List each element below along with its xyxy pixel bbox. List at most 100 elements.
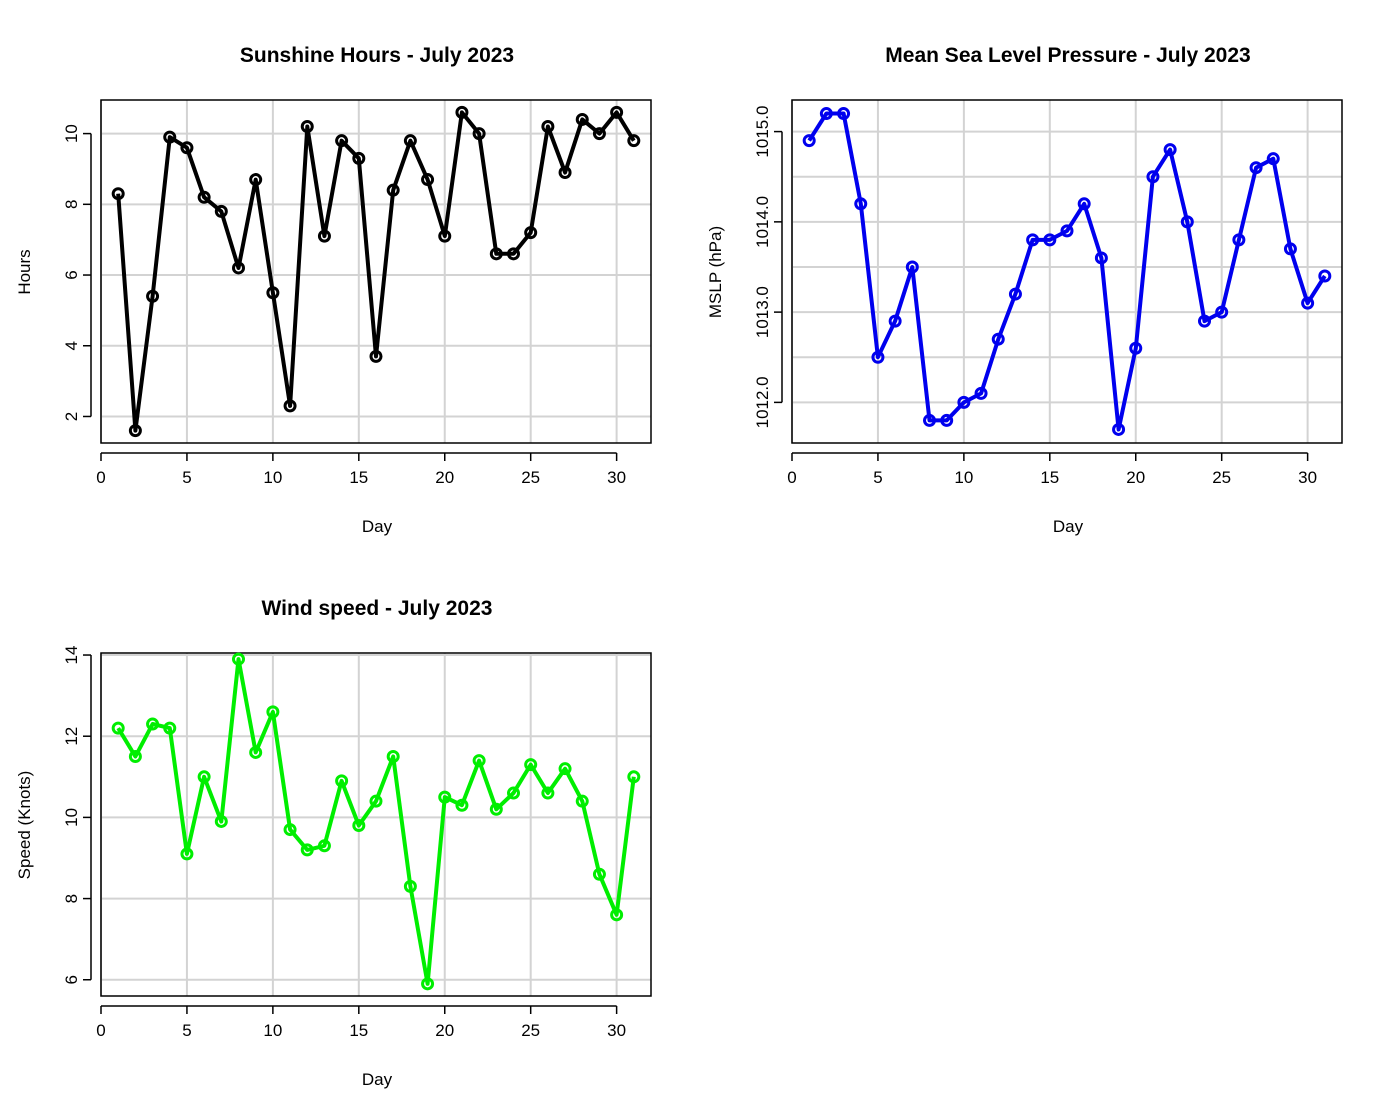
x-tick-label: 30	[607, 468, 626, 487]
x-tick-label: 5	[873, 468, 882, 487]
x-tick-label: 20	[435, 468, 454, 487]
data-points	[111, 105, 641, 438]
y-tick-label: 14	[62, 646, 81, 665]
data-point	[300, 843, 314, 857]
y-tick-label: 4	[62, 341, 81, 350]
data-point	[163, 130, 177, 144]
data-point	[1043, 233, 1057, 247]
data-point	[111, 187, 125, 201]
mslp-chart: Mean Sea Level Pressure - July 2023 Day …	[706, 44, 1343, 536]
x-tick-label: 10	[263, 1021, 282, 1040]
plot-frame	[100, 99, 652, 444]
x-tick-label: 0	[787, 468, 796, 487]
series-polyline	[116, 657, 636, 986]
axes: 0 5 10 15 20 25 30 6 8 10 12 14	[62, 646, 652, 1040]
data-point	[146, 289, 160, 303]
data-point	[541, 786, 555, 800]
y-tick-label: 6	[62, 975, 81, 984]
data-point	[283, 823, 297, 837]
data-point	[386, 183, 400, 197]
data-point	[232, 652, 245, 666]
y-tick-label: 1014.0	[753, 196, 772, 248]
data-points	[111, 652, 641, 991]
x-axis-label: Day	[1053, 517, 1084, 536]
data-point	[489, 802, 503, 816]
x-axis-label: Day	[362, 517, 393, 536]
data-point	[592, 867, 606, 881]
data-point	[352, 819, 366, 833]
data-point	[1301, 296, 1315, 310]
plot-frame	[791, 99, 1343, 444]
x-tick-label: 25	[521, 1021, 540, 1040]
data-point	[369, 794, 383, 808]
y-tick-label: 1012.0	[753, 376, 772, 428]
x-tick-label: 0	[96, 468, 105, 487]
x-tick-label: 5	[182, 468, 191, 487]
chart-title: Mean Sea Level Pressure - July 2023	[885, 44, 1250, 67]
x-tick-label: 20	[1126, 468, 1145, 487]
x-tick-label: 25	[521, 468, 540, 487]
data-point	[266, 286, 280, 300]
data-point	[1266, 152, 1280, 166]
data-point	[180, 141, 194, 155]
data-point	[317, 839, 331, 853]
chart-title: Sunshine Hours - July 2023	[240, 44, 514, 67]
data-point	[1077, 197, 1091, 211]
data-point	[1163, 143, 1177, 157]
y-tick-label: 6	[62, 270, 81, 279]
x-tick-label: 15	[349, 1021, 368, 1040]
data-point	[266, 705, 280, 719]
data-point	[524, 758, 538, 772]
data-point	[1283, 242, 1297, 256]
axes: 0 5 10 15 20 25 30 2 4 6 8 10	[62, 99, 652, 487]
data-point	[1008, 287, 1022, 301]
wind-speed-chart: Wind speed - July 2023 Day Speed (Knots)…	[15, 597, 652, 1089]
y-axis-label: Speed (Knots)	[15, 771, 34, 880]
y-tick-label: 8	[62, 894, 81, 903]
data-point	[403, 134, 417, 148]
data-point	[489, 247, 503, 261]
x-tick-label: 20	[435, 1021, 454, 1040]
series-line	[116, 657, 636, 986]
data-point	[991, 332, 1005, 346]
x-tick-label: 30	[1298, 468, 1317, 487]
data-point	[197, 770, 211, 784]
data-point	[923, 413, 936, 427]
data-point	[317, 229, 331, 243]
chart-title: Wind speed - July 2023	[262, 597, 493, 620]
data-point	[403, 879, 417, 893]
data-point	[249, 173, 263, 187]
data-point	[507, 247, 520, 261]
data-point	[438, 790, 452, 804]
series-line	[116, 110, 636, 433]
data-point	[438, 229, 452, 243]
data-point	[386, 750, 400, 764]
data-point	[472, 754, 486, 768]
data-point	[541, 120, 555, 134]
data-point	[163, 721, 177, 735]
x-tick-label: 5	[182, 1021, 191, 1040]
data-point	[232, 261, 245, 275]
axes: 0 5 10 15 20 25 30 1012.0 1013.0 1014.0 1015.0	[753, 99, 1343, 487]
data-point	[1249, 161, 1263, 175]
data-point	[627, 134, 641, 148]
data-point	[1232, 233, 1246, 247]
data-point	[871, 350, 885, 364]
data-point	[300, 120, 314, 134]
x-tick-label: 10	[263, 468, 282, 487]
sunshine-hours-chart: Sunshine Hours - July 2023 Day Hours 0 5 1…	[15, 44, 652, 536]
data-point	[421, 173, 435, 187]
data-point	[352, 151, 366, 165]
x-tick-label: 10	[954, 468, 973, 487]
data-point	[455, 798, 469, 812]
data-point	[905, 260, 919, 274]
x-tick-label: 15	[1040, 468, 1059, 487]
data-point	[214, 814, 228, 828]
data-point	[146, 717, 160, 731]
data-point	[369, 349, 383, 363]
data-point	[197, 190, 211, 204]
data-point	[940, 413, 954, 427]
data-point	[610, 105, 624, 119]
y-tick-label: 2	[62, 412, 81, 421]
